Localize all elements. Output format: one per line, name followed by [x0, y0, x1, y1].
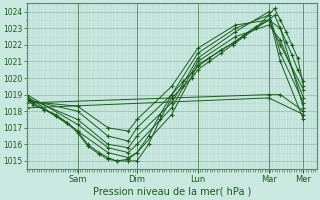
- X-axis label: Pression niveau de la mer( hPa ): Pression niveau de la mer( hPa ): [92, 187, 251, 197]
